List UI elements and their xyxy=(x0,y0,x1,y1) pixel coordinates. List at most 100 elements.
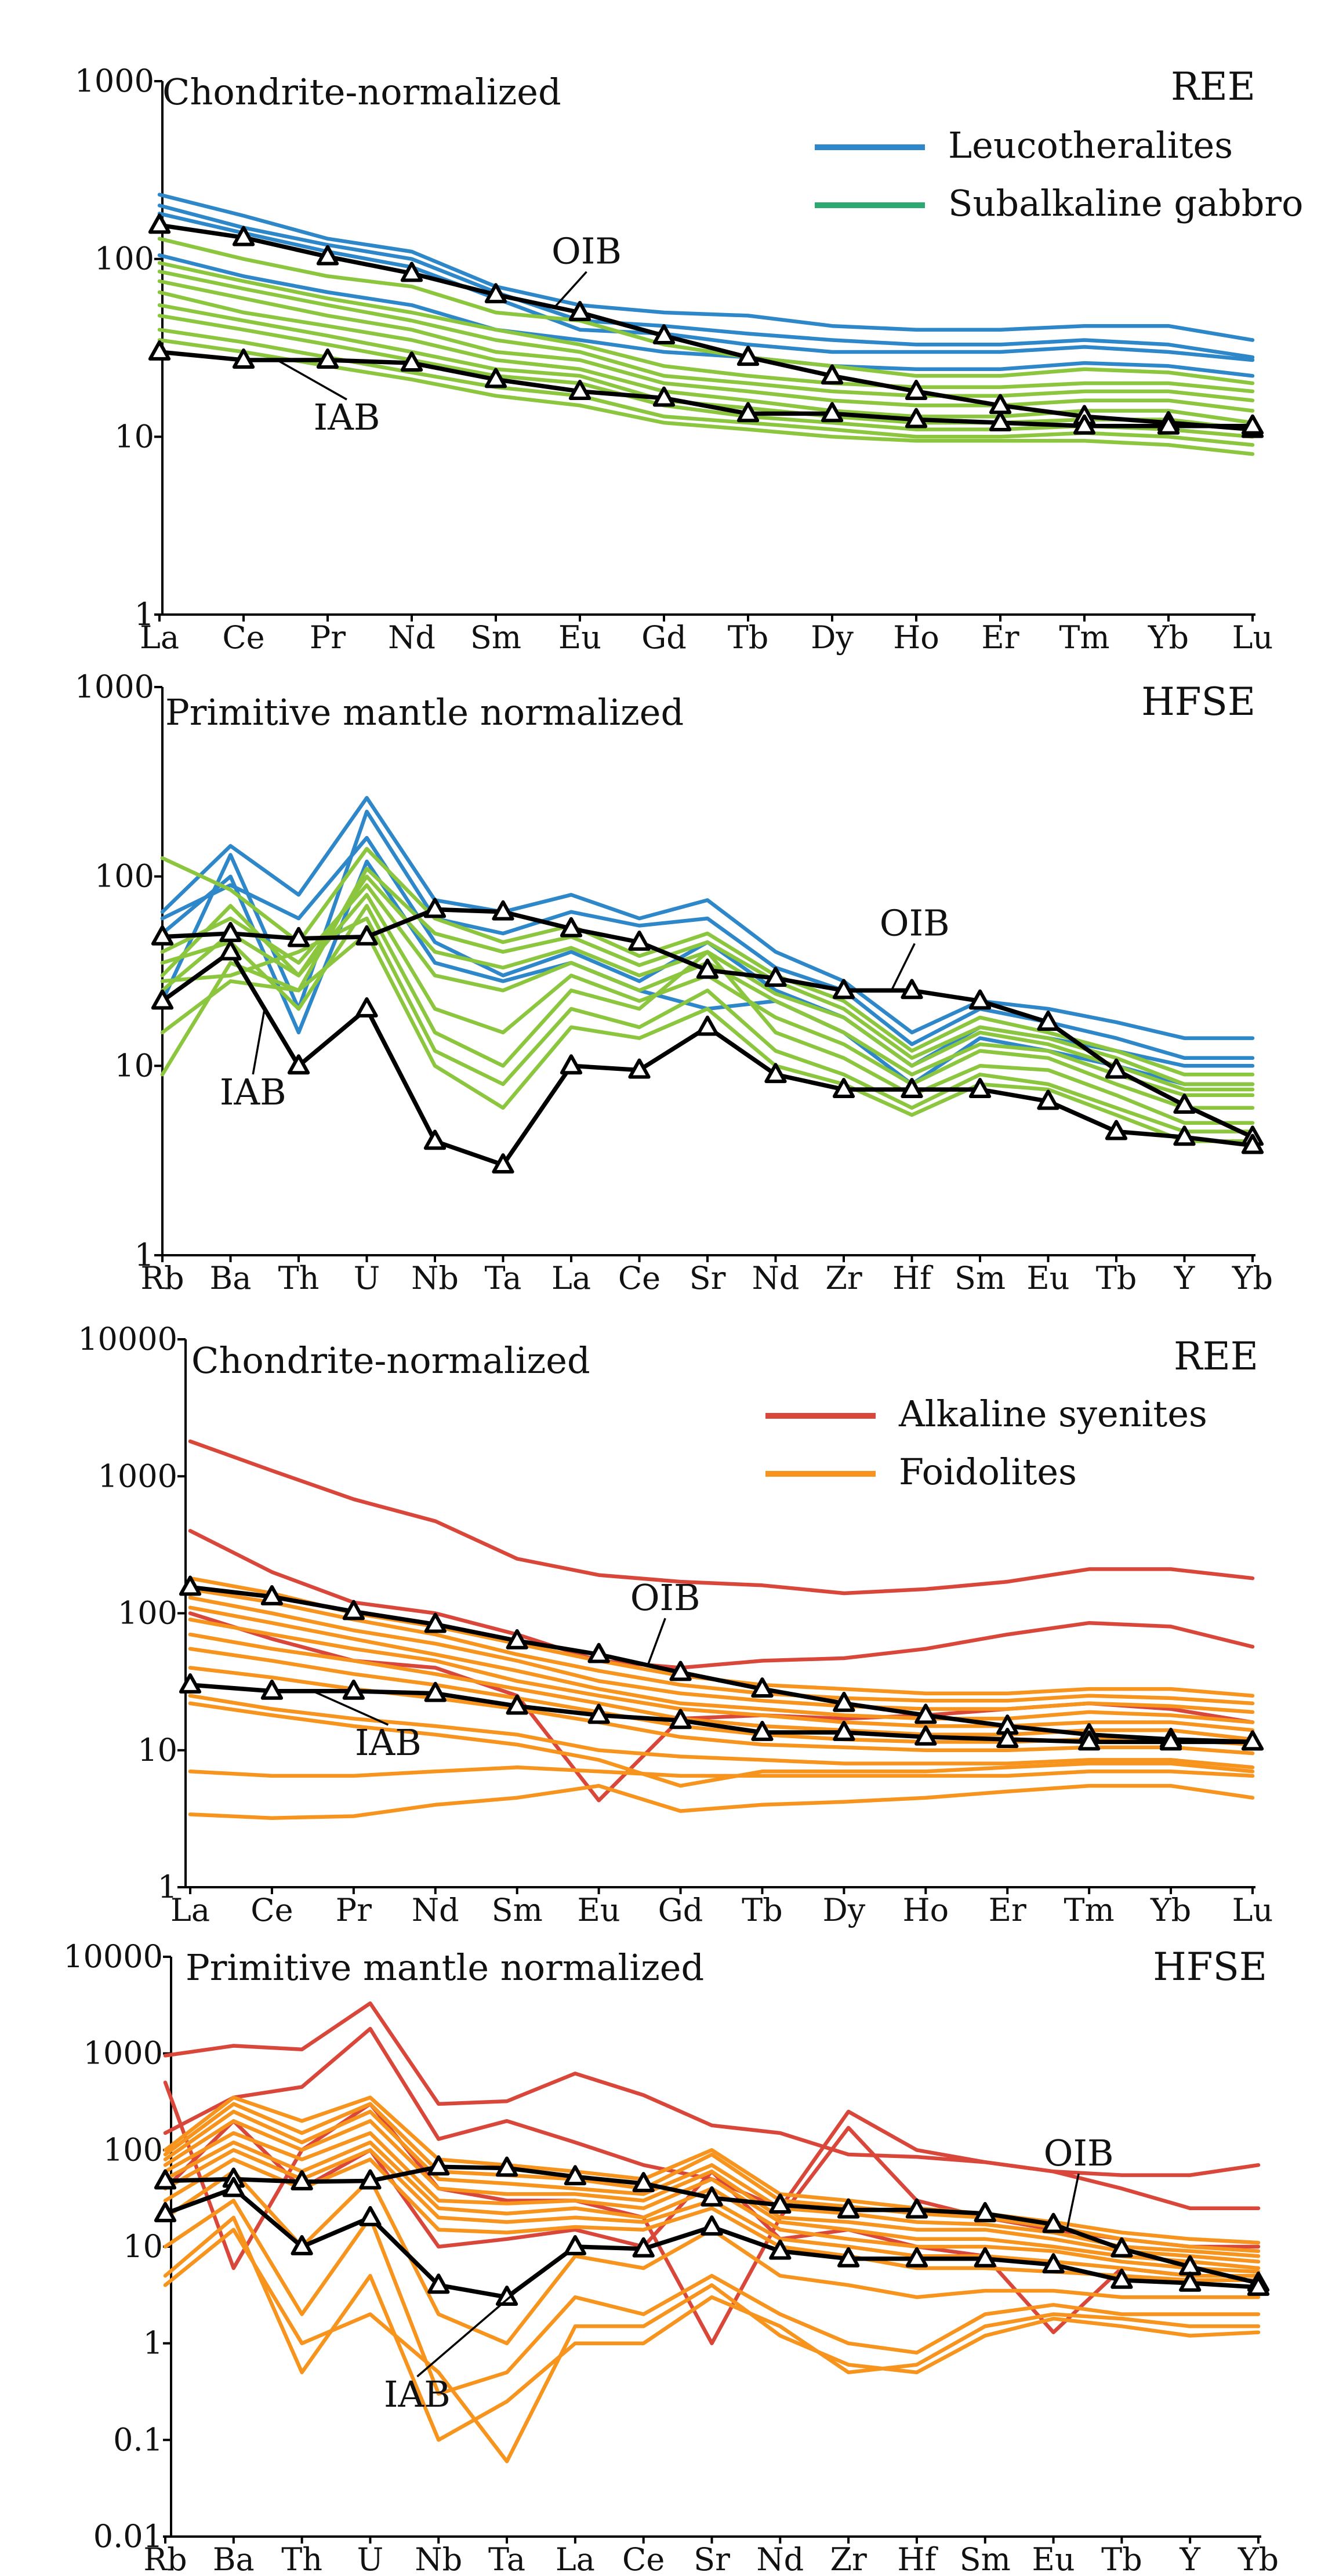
x-tick-label: Ba xyxy=(210,1260,252,1296)
reference-marker-iab xyxy=(914,1725,937,1746)
reference-marker-iab xyxy=(1037,1089,1059,1110)
x-tick-label: Tm xyxy=(1064,1892,1115,1928)
reference-marker-oib xyxy=(495,2156,518,2177)
reference-marker-oib xyxy=(696,958,719,979)
reference-marker-oib xyxy=(1173,1093,1196,1114)
reference-marker-oib xyxy=(833,1691,855,1712)
series-line-foidolites xyxy=(163,2119,1261,2264)
x-tick-label: Nd xyxy=(756,2541,804,2576)
x-tick-label: Th xyxy=(281,2541,322,2576)
reference-marker-iab xyxy=(632,2237,655,2258)
reference-marker-iab xyxy=(427,2273,450,2294)
reference-marker-oib xyxy=(484,283,507,304)
x-tick-label: Tb xyxy=(1096,1260,1137,1296)
reference-marker-oib xyxy=(232,226,255,246)
x-tick-label: Eu xyxy=(578,1892,620,1928)
reference-marker-iab xyxy=(148,340,171,361)
annotation-label-iab: IAB xyxy=(384,2373,451,2415)
reference-marker-oib xyxy=(342,1600,365,1621)
series-line-foidolites xyxy=(188,1783,1255,1820)
series-line-leucotheralites xyxy=(157,204,1255,359)
reference-marker-iab xyxy=(905,408,928,428)
y-tick-label: 100 xyxy=(103,2131,163,2168)
series-line-leucotheralites xyxy=(160,795,1255,1040)
y-tick-label: 10000 xyxy=(78,1321,177,1357)
reference-marker-iab xyxy=(1241,1730,1264,1751)
reference-marker-iab xyxy=(905,2247,928,2268)
annotation-label-iab: IAB xyxy=(355,1721,422,1764)
annotation-label-oib: OIB xyxy=(551,230,622,273)
series-line-alkaline-syenites xyxy=(163,2001,1261,2177)
series-line-foidolites xyxy=(188,1596,1255,1714)
reference-marker-iab xyxy=(260,1679,284,1700)
x-tick-label: La xyxy=(556,2541,595,2576)
reference-marker-oib xyxy=(260,1585,284,1605)
x-tick-label: Zr xyxy=(830,2541,867,2576)
reference-marker-oib xyxy=(427,2155,450,2176)
reference-marker-iab xyxy=(1173,1125,1196,1146)
x-tick-label: Sm xyxy=(492,1892,543,1928)
x-tick-label: Er xyxy=(989,1892,1026,1928)
x-tick-label: La xyxy=(170,1892,210,1928)
reference-marker-iab xyxy=(1241,1133,1264,1154)
reference-marker-iab xyxy=(587,1703,610,1724)
panel-tag: REE xyxy=(1174,1334,1258,1379)
reference-marker-oib xyxy=(669,1661,692,1681)
reference-marker-iab xyxy=(1110,2268,1133,2289)
chart-panel-p1: 1 10 100 1000 La Ce Pr Nd Sm Eu Gd Tb Dy Ho Er Tm Yb Lu Ch… xyxy=(75,63,1304,656)
reference-marker-iab xyxy=(764,1063,787,1084)
annotation-leader xyxy=(312,1690,389,1726)
reference-marker-oib xyxy=(154,2169,177,2190)
series-line-foidolites xyxy=(163,2228,1261,2464)
y-tick-label: 1 xyxy=(158,1869,177,1905)
x-tick-label: Eu xyxy=(1026,1260,1069,1296)
reference-marker-iab xyxy=(1159,1730,1182,1751)
series-line-subalkaline-gabbro xyxy=(157,338,1255,456)
annotation-leader xyxy=(554,271,587,308)
x-tick-label: Tb xyxy=(728,619,769,656)
x-tick-label: Ta xyxy=(488,2541,525,2576)
series-line-foidolites xyxy=(163,2095,1261,2245)
reference-line-iab xyxy=(190,1683,1253,1745)
y-tick-label: 100 xyxy=(95,858,154,895)
series-line-alkaline-syenites xyxy=(188,1529,1255,1670)
chart-panel-p4: 0.01 0.1 1 10 100 1000 10000 Rb Ba Th U Nb Ta La Ce Sr N… xyxy=(63,1938,1279,2576)
reference-marker-oib xyxy=(764,967,787,987)
panel-title: Chondrite-normalized xyxy=(191,1339,590,1382)
x-tick-label: U xyxy=(354,1260,380,1296)
x-tick-label: Y xyxy=(1174,1260,1196,1296)
series-line-foidolites xyxy=(188,1765,1255,1778)
series-line-foidolites xyxy=(163,2109,1261,2258)
series-line-foidolites xyxy=(188,1618,1255,1732)
reference-marker-oib xyxy=(287,927,310,947)
reference-marker-oib xyxy=(1037,1011,1059,1031)
reference-marker-oib xyxy=(506,1629,528,1649)
reference-marker-oib xyxy=(179,1575,202,1596)
x-tick-label: Sm xyxy=(470,619,521,656)
x-tick-label: Nd xyxy=(752,1260,800,1296)
reference-marker-oib xyxy=(751,1677,774,1698)
x-tick-label: Ce xyxy=(622,2541,665,2576)
y-tick-label: 1000 xyxy=(75,63,154,99)
reference-marker-iab xyxy=(1078,1730,1101,1751)
reference-marker-iab xyxy=(989,411,1012,431)
y-tick-label: 0.1 xyxy=(113,2421,163,2458)
y-tick-label: 10 xyxy=(114,1047,154,1084)
reference-marker-iab xyxy=(287,1054,310,1075)
panel-tag: HFSE xyxy=(1153,1945,1267,1989)
reference-marker-iab xyxy=(492,1153,514,1174)
series-line-foidolites xyxy=(163,2157,1261,2283)
x-tick-label: Hf xyxy=(892,1260,934,1296)
x-tick-label: Lu xyxy=(1232,619,1273,656)
reference-marker-oib xyxy=(821,364,844,385)
reference-marker-iab xyxy=(701,2215,723,2236)
reference-line-iab xyxy=(159,350,1253,428)
x-tick-label: Rb xyxy=(143,2541,187,2576)
reference-marker-oib xyxy=(1110,2237,1133,2258)
series-line-foidolites xyxy=(188,1694,1255,1770)
reference-marker-oib xyxy=(568,300,591,321)
series-line-alkaline-syenites xyxy=(188,1439,1255,1596)
reference-marker-oib xyxy=(424,1612,447,1633)
x-tick-label: Zr xyxy=(825,1260,862,1296)
reference-marker-oib xyxy=(628,930,651,951)
